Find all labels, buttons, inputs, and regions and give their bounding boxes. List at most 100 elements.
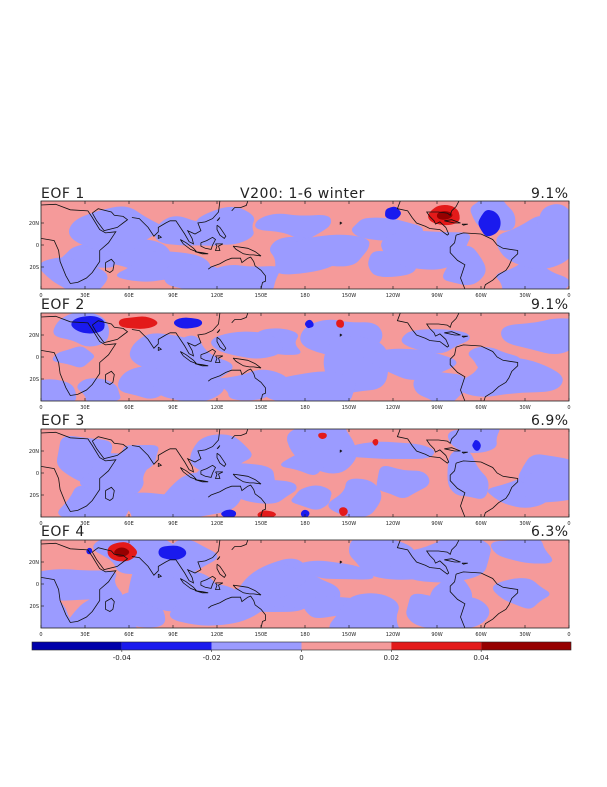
coastline-madagascar: [105, 258, 115, 273]
weak-negative-region: [406, 593, 490, 628]
coastline-hispaniola: [461, 223, 468, 226]
weak-negative-region: [261, 371, 356, 401]
coastline-australia: [207, 595, 266, 628]
x-tick-label: 0: [567, 632, 570, 638]
coastline-africa: [41, 542, 117, 623]
x-tick-label: 0: [39, 632, 42, 638]
positive-anomaly: [339, 507, 348, 517]
x-tick-label: 30E: [80, 632, 90, 638]
positive-anomaly: [372, 438, 379, 446]
x-tick-label: 120E: [211, 632, 224, 638]
panel-3-variance: 6.9%: [531, 413, 569, 429]
y-tick-label: 20S: [29, 265, 39, 271]
x-tick-label: 90E: [168, 632, 178, 638]
coastline-java: [194, 251, 209, 255]
coastline-sulawesi: [214, 471, 224, 479]
y-tick-label: 20S: [29, 377, 39, 383]
x-tick-label: 90W: [431, 293, 442, 299]
colorbar-segment: [301, 642, 392, 650]
coastline-new-guinea: [232, 245, 262, 257]
coastline-arabia: [91, 436, 129, 460]
coastline-south-america: [449, 460, 519, 517]
y-tick-label: 0: [36, 243, 39, 249]
coastline-north-america: [396, 201, 460, 236]
weak-negative-region: [491, 540, 553, 564]
x-tick-label: 120E: [211, 521, 224, 527]
x-tick-label: 120E: [211, 405, 224, 411]
x-tick-label: 120W: [386, 293, 401, 299]
weak-negative-region: [154, 216, 228, 246]
colorbar-segment: [211, 642, 302, 650]
colorbar-tick-label: -0.04: [113, 654, 132, 662]
coastline-sulawesi: [214, 582, 224, 590]
coastline-arabia: [91, 208, 129, 232]
coastline-africa: [41, 203, 117, 284]
coastline-north-america: [396, 429, 460, 464]
coastline-cuba: [444, 219, 461, 224]
colorbar-tick-label: 0.04: [473, 654, 489, 662]
x-tick-label: 180: [300, 632, 310, 638]
x-tick-label: 150W: [342, 405, 357, 411]
coastline-north-america: [396, 540, 460, 575]
coastline-taiwan: [216, 329, 221, 334]
coastline-madagascar: [105, 370, 115, 385]
x-tick-label: 90E: [168, 405, 178, 411]
negative-anomaly: [221, 509, 237, 517]
x-tick-label: 180: [300, 521, 310, 527]
weak-negative-region: [211, 331, 283, 359]
colorbar-segment: [32, 642, 122, 650]
coastline-arabia: [91, 547, 129, 571]
coastline-hispaniola: [461, 562, 468, 565]
panel-4-label: EOF 4: [41, 524, 85, 540]
coastline-madagascar: [105, 486, 115, 501]
coastline-philippines: [216, 224, 227, 239]
coastline-north-america: [396, 313, 460, 348]
weak-negative-region: [524, 472, 569, 503]
coastline-hawaii: [339, 333, 343, 337]
coastline-new-guinea: [232, 584, 262, 596]
coastline-hawaii: [339, 221, 343, 225]
x-tick-label: 150W: [342, 521, 357, 527]
coastline-sri-lanka: [157, 573, 163, 578]
x-tick-label: 30E: [80, 293, 90, 299]
x-tick-label: 90W: [431, 405, 442, 411]
coastline-borneo: [200, 464, 217, 478]
x-tick-label: 30E: [80, 405, 90, 411]
weak-negative-region: [492, 578, 550, 609]
weak-negative-region: [381, 230, 471, 270]
chart-title: V200: 1-6 winter: [240, 186, 365, 202]
weak-negative-region: [228, 479, 297, 504]
x-tick-label: 30E: [80, 521, 90, 527]
weak-negative-region: [292, 234, 370, 267]
x-tick-label: 60W: [475, 293, 486, 299]
negative-anomaly: [300, 509, 310, 517]
coastline-java: [194, 479, 209, 483]
x-tick-label: 90W: [431, 521, 442, 527]
coastline-africa: [41, 315, 117, 396]
y-tick-label: 20N: [29, 221, 39, 227]
x-tick-label: 30W: [519, 293, 530, 299]
x-tick-label: 120W: [386, 521, 401, 527]
coastline-arabia: [91, 320, 129, 344]
coastline-japan: [231, 313, 249, 324]
panel-1-label: EOF 1: [41, 186, 85, 202]
weak-negative-region: [447, 449, 489, 499]
weak-negative-region: [153, 371, 224, 401]
weak-negative-region: [496, 257, 569, 289]
coastline-hispaniola: [461, 451, 468, 454]
x-tick-label: 90E: [168, 521, 178, 527]
weak-negative-region: [329, 593, 400, 628]
x-tick-label: 120E: [211, 293, 224, 299]
weak-negative-region: [41, 257, 108, 289]
strong-anomaly-core: [436, 211, 453, 220]
coastline-cuba: [444, 331, 461, 336]
panel-3-label: EOF 3: [41, 413, 85, 429]
coastline-java: [194, 590, 209, 594]
coastline-madagascar: [105, 597, 115, 612]
x-tick-label: 60E: [124, 405, 134, 411]
x-tick-label: 0: [567, 521, 570, 527]
coastline-cuba: [444, 447, 461, 452]
x-tick-label: 150W: [342, 632, 357, 638]
x-tick-label: 60W: [475, 521, 486, 527]
